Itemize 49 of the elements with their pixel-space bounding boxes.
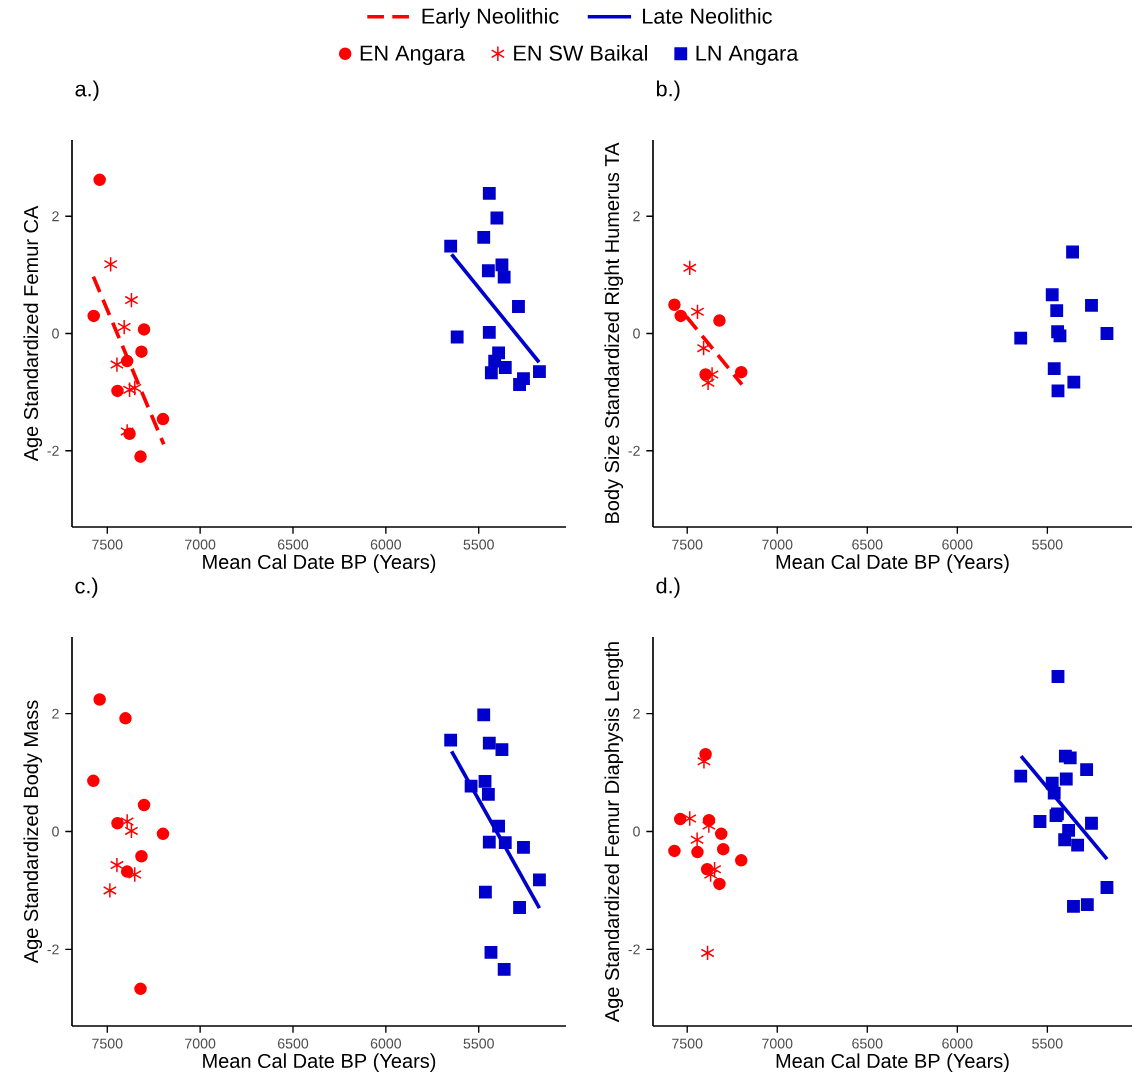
x-tick-label: 7500	[92, 1038, 123, 1049]
x-tick-label: 7000	[762, 539, 793, 550]
x-axis-title: Mean Cal Date BP (Years)	[776, 554, 1009, 573]
x-tick-label: 7500	[672, 1038, 703, 1049]
y-axis-title: Age Standardized Body Mass	[23, 700, 43, 964]
legend-label: EN SW Baikal	[514, 44, 647, 61]
y-tick-label: -2	[628, 944, 640, 955]
y-tick-label: -2	[628, 445, 640, 456]
legend-label: Early Neolithic	[422, 7, 559, 29]
y-tick-label: 0	[633, 328, 640, 339]
x-tick-label: 7500	[672, 539, 703, 550]
x-axis-title: Mean Cal Date BP (Years)	[203, 554, 436, 573]
x-tick-label: 6000	[370, 1038, 402, 1049]
x-tick-label: 7500	[92, 539, 123, 550]
x-tick-label: 5500	[1032, 539, 1063, 550]
legend-label: EN Angara	[360, 45, 465, 66]
x-tick-label: 5500	[463, 539, 494, 550]
y-tick-label: -2	[47, 445, 59, 456]
x-tick-label: 5500	[463, 1038, 494, 1049]
y-axis-title: Age Standardized Femur CA	[23, 205, 43, 462]
chart-title: a.)	[75, 80, 99, 101]
x-tick-label: 6500	[277, 1038, 309, 1049]
y-tick-label: 0	[52, 328, 59, 339]
x-tick-label: 6500	[852, 539, 883, 550]
y-tick-label: 2	[52, 708, 59, 719]
y-tick-label: 0	[52, 826, 59, 837]
legend-label: LN Angara	[696, 45, 799, 66]
y-tick-label: -2	[47, 944, 59, 955]
y-tick-label: 2	[633, 708, 640, 719]
y-axis-title: Age Standardized Femur Diaphysis Length	[604, 642, 624, 1023]
chart-title: c.)	[75, 577, 98, 598]
x-tick-label: 6000	[942, 539, 973, 550]
x-tick-label: 6500	[852, 1038, 883, 1049]
x-axis-title: Mean Cal Date BP (Years)	[776, 1053, 1009, 1072]
y-tick-label: 0	[633, 826, 640, 837]
x-tick-label: 6000	[942, 1038, 973, 1049]
chart-title: d.)	[656, 577, 680, 598]
x-tick-label: 6000	[370, 539, 402, 550]
y-tick-label: 2	[52, 211, 59, 222]
x-axis-title: Mean Cal Date BP (Years)	[203, 1053, 436, 1072]
x-tick-label: 7000	[185, 539, 216, 550]
x-tick-label: 5500	[1032, 1038, 1063, 1049]
y-tick-label: 2	[633, 211, 640, 222]
x-tick-label: 6500	[277, 539, 309, 550]
x-tick-label: 7000	[762, 1038, 793, 1049]
y-axis-title: Body Size Standardized Right Humerus TA	[604, 142, 624, 523]
chart-title: b.)	[656, 80, 680, 101]
x-tick-label: 7000	[185, 1038, 216, 1049]
legend-label: Late Neolithic	[643, 7, 772, 24]
